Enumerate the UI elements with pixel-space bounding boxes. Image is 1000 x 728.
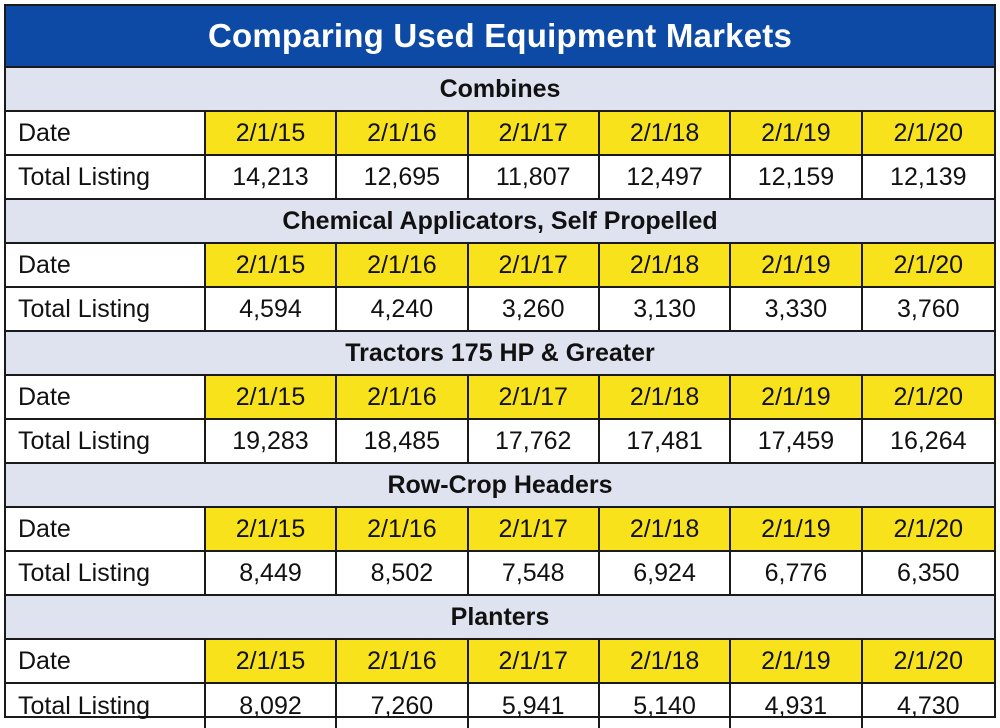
listing-value-cell: 8,502 [337, 552, 469, 594]
listing-value-cell: 7,260 [337, 684, 469, 728]
date-cell: 2/1/20 [862, 508, 994, 550]
listing-value-cell: 6,776 [731, 552, 863, 594]
listing-value-cell: 11,807 [469, 156, 600, 198]
section-header: Planters [6, 596, 994, 640]
listing-value-cell: 12,497 [600, 156, 732, 198]
date-cell: 2/1/19 [731, 508, 863, 550]
listing-row: Total Listing 14,213 12,695 11,807 12,497 12,… [6, 156, 994, 200]
total-listing-label: Total Listing [6, 288, 206, 330]
listing-row: Total Listing 4,594 4,240 3,260 3,130 3,330 3,… [6, 288, 994, 332]
listing-value-cell: 4,931 [731, 684, 863, 728]
listing-value-cell: 3,760 [897, 294, 960, 323]
date-cell: 2/1/20 [862, 244, 994, 286]
listing-value-cell: 4,240 [337, 288, 469, 330]
date-row: Date 2/1/15 2/1/16 2/1/17 2/1/18 2/1/19 2/1/20 [6, 244, 994, 288]
date-cell: 2/1/17 [468, 376, 600, 418]
date-cell: 2/1/18 [599, 640, 732, 682]
date-cell: 2/1/15 [205, 244, 338, 286]
date-cell: 2/1/16 [337, 640, 469, 682]
date-cell: 2/1/15 [205, 640, 338, 682]
date-cell: 2/1/16 [337, 244, 469, 286]
listing-value-cell: 3,130 [600, 288, 732, 330]
listing-value-cell: 16,264 [890, 426, 967, 455]
date-label: Date [6, 112, 206, 154]
date-cell: 2/1/19 [731, 244, 863, 286]
listing-value-cell: 7,548 [469, 552, 600, 594]
listing-value-cell: 19,283 [206, 420, 338, 462]
total-listing-label: Total Listing [6, 156, 206, 198]
date-cell: 2/1/19 [731, 376, 863, 418]
date-cell: 2/1/16 [337, 508, 469, 550]
date-cell: 2/1/20 [862, 640, 994, 682]
date-cell: 2/1/15 [205, 376, 338, 418]
listing-row: Total Listing 8,449 8,502 7,548 6,924 6,776 6,… [6, 552, 994, 596]
date-cell: 2/1/19 [731, 112, 863, 154]
date-cell: 2/1/18 [599, 112, 732, 154]
listing-value-cell: 12,159 [731, 156, 863, 198]
date-row: Date 2/1/15 2/1/16 2/1/17 2/1/18 2/1/19 2/1/20 [6, 508, 994, 552]
listing-value-cell: 17,459 [731, 420, 863, 462]
listing-value-cell: 18,485 [337, 420, 469, 462]
listing-value-cell: 6,924 [600, 552, 732, 594]
date-cell: 2/1/17 [468, 244, 600, 286]
equipment-markets-table: Comparing Used Equipment Markets Combine… [4, 4, 996, 728]
date-cell: 2/1/17 [468, 508, 600, 550]
date-label: Date [6, 508, 206, 550]
date-label: Date [6, 640, 206, 682]
section-header: Row-Crop Headers [6, 464, 994, 508]
date-cell: 2/1/17 [468, 112, 600, 154]
listing-value-cell: 14,213 [206, 156, 338, 198]
section-header: Tractors 175 HP & Greater [6, 332, 994, 376]
section-header: Chemical Applicators, Self Propelled [6, 200, 994, 244]
total-listing-label: Total Listing [6, 420, 206, 462]
date-cell: 2/1/17 [468, 640, 600, 682]
total-listing-label: Total Listing [6, 552, 206, 594]
date-cell: 2/1/18 [599, 508, 732, 550]
listing-row: Total Listing 8,092 7,260 5,941 5,140 4,931 4,… [6, 684, 994, 728]
date-label: Date [6, 376, 206, 418]
listing-value-cell: 12,695 [337, 156, 469, 198]
listing-value-cell: 3,330 [731, 288, 863, 330]
listing-value-cell: 17,762 [469, 420, 600, 462]
listing-value-cell: 5,140 [600, 684, 732, 728]
date-cell: 2/1/20 [862, 112, 994, 154]
listing-value-cell: 8,449 [206, 552, 338, 594]
sections-container: Combines Date 2/1/15 2/1/16 2/1/17 2/1/18 2/1/… [6, 68, 994, 728]
listing-value-cell: 4,730 [897, 691, 960, 720]
total-listing-label: Total Listing [6, 684, 206, 728]
date-cell: 2/1/19 [731, 640, 863, 682]
listing-value-cell: 6,350 [897, 558, 960, 587]
date-cell: 2/1/18 [599, 376, 732, 418]
date-label: Date [6, 244, 206, 286]
date-cell: 2/1/15 [205, 112, 338, 154]
listing-value-cell: 17,481 [600, 420, 732, 462]
date-cell: 2/1/16 [337, 112, 469, 154]
date-cell: 2/1/16 [337, 376, 469, 418]
date-cell: 2/1/18 [599, 244, 732, 286]
date-row: Date 2/1/15 2/1/16 2/1/17 2/1/18 2/1/19 2/1/20 [6, 640, 994, 684]
listing-value-cell: 5,941 [469, 684, 600, 728]
section-header: Combines [6, 68, 994, 112]
date-row: Date 2/1/15 2/1/16 2/1/17 2/1/18 2/1/19 2/1/20 [6, 376, 994, 420]
date-row: Date 2/1/15 2/1/16 2/1/17 2/1/18 2/1/19 2/1/20 [6, 112, 994, 156]
listing-value-cell: 8,092 [206, 684, 338, 728]
table-title: Comparing Used Equipment Markets [6, 6, 994, 68]
listing-value-cell: 4,594 [206, 288, 338, 330]
listing-row: Total Listing 19,283 18,485 17,762 17,481 17,… [6, 420, 994, 464]
listing-value-cell: 3,260 [469, 288, 600, 330]
date-cell: 2/1/15 [205, 508, 338, 550]
listing-value-cell: 12,139 [890, 162, 967, 191]
date-cell: 2/1/20 [862, 376, 994, 418]
